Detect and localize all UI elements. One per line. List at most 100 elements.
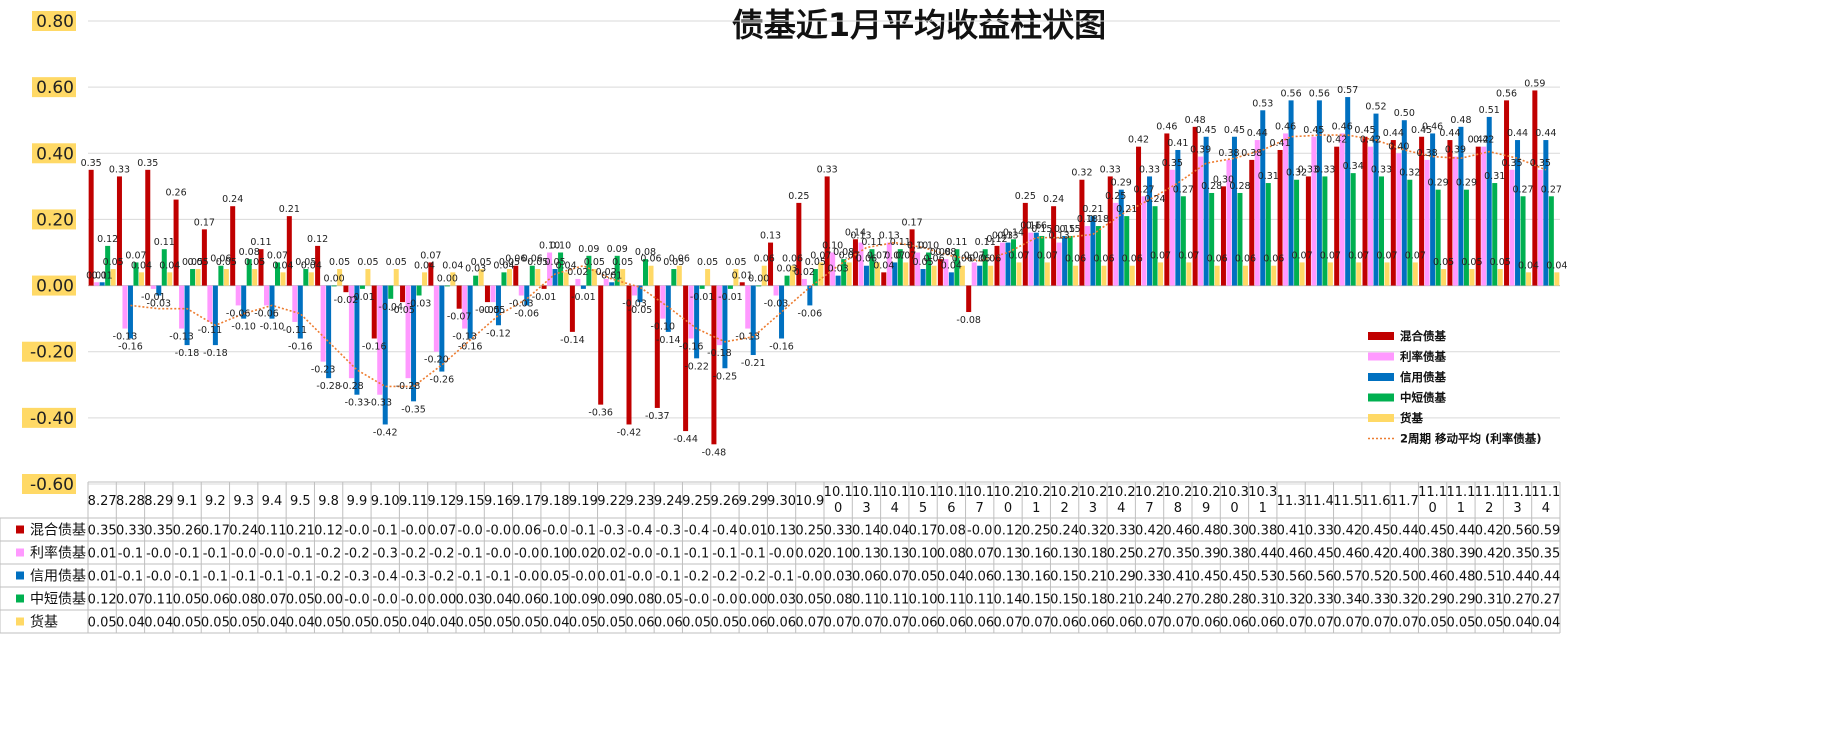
bar [727, 285, 733, 289]
data-label: -0.05 [390, 305, 415, 316]
data-label: 0.05 [697, 257, 718, 268]
data-label: 0.08 [930, 247, 951, 258]
data-label: 0.11 [154, 237, 175, 248]
bar [699, 285, 705, 289]
x-tick-label: 11.4 [1305, 494, 1334, 509]
data-label: 0.05 [1490, 257, 1511, 268]
table-cell: 0.10 [541, 593, 570, 608]
legend-swatch [1368, 373, 1394, 381]
data-label: 0.42 [1468, 135, 1489, 146]
table-cell: 0.11 [852, 593, 881, 608]
data-label: 0.17 [194, 217, 215, 228]
bar [1203, 136, 1209, 286]
data-label: 0.26 [165, 188, 186, 199]
y-tick: -0.40 [22, 407, 76, 429]
table-cell: 0.46 [1163, 524, 1192, 539]
data-label: 0.59 [1524, 78, 1545, 89]
legend-item: 中短债基 [1368, 391, 1446, 405]
table-cell: -0.0 [542, 524, 567, 539]
table-cell: -0.4 [712, 524, 737, 539]
data-label: -0.16 [769, 341, 794, 352]
bar [671, 269, 677, 286]
table-cell: 0.02 [569, 547, 598, 562]
data-label: 0.07 [1348, 250, 1369, 261]
data-label: -0.03 [509, 298, 534, 309]
data-label: -0.12 [486, 328, 511, 339]
bar [1220, 186, 1226, 286]
y-tick-highlight [32, 11, 76, 31]
table-cell: -0.0 [571, 570, 596, 585]
data-label: -0.16 [458, 341, 483, 352]
bar [1520, 196, 1526, 286]
bar [552, 269, 558, 286]
table-cell: 0.05 [229, 616, 258, 631]
data-label: -0.01 [718, 292, 743, 303]
bar [818, 262, 824, 286]
bar [145, 169, 151, 286]
data-label: -0.13 [113, 332, 138, 343]
data-label: 0.04 [301, 260, 322, 271]
bar [484, 285, 490, 303]
bar [1316, 100, 1322, 286]
x-tick-label: 9.16 [484, 494, 513, 509]
x-tick-label: 9.2 [205, 494, 226, 509]
y-axis: 0.80 0.60 0.40 0.20 0.00 -0.20 -0.40 -0.60 [22, 11, 76, 495]
bar [518, 285, 524, 296]
bar [331, 285, 337, 287]
table-cell: 0.07 [795, 616, 824, 631]
table-cell: -0.1 [203, 547, 228, 562]
data-label: 0.25 [1015, 191, 1036, 202]
table-cell: 0.01 [88, 570, 117, 585]
bar [308, 272, 314, 286]
table-cell: 0.04 [399, 616, 428, 631]
table-cell: -0.1 [118, 547, 143, 562]
table-cell: 0.04 [484, 593, 513, 608]
data-label: -0.06 [514, 308, 539, 319]
table-cell: 0.27 [1503, 593, 1532, 608]
legend-swatch [1368, 352, 1394, 361]
table-cell: 0.12 [994, 524, 1023, 539]
data-label: -0.18 [203, 348, 228, 359]
table-cell: 0.05 [88, 616, 117, 631]
data-label: 0.05 [527, 257, 548, 268]
table-cell: 0.05 [1418, 616, 1447, 631]
data-label: 0.05 [805, 257, 826, 268]
data-label: -0.28 [316, 381, 341, 392]
bar [580, 285, 586, 289]
data-label: 0.44 [1535, 128, 1556, 139]
data-label: 0.33 [1100, 164, 1121, 175]
data-label: 0.32 [1286, 168, 1307, 179]
table-cell: 0.06 [965, 616, 994, 631]
table-cell: -0.0 [401, 593, 426, 608]
table-row: 货基 0.05 0.04 0.04 0.05 0.05 0.05 0.04 0.04 0.05 0.… [16, 614, 1560, 631]
data-label: 0.32 [1071, 168, 1092, 179]
data-label: 0.29 [1111, 178, 1132, 189]
data-label: 0.46 [1422, 121, 1443, 132]
x-tick-label: 10.1 0 [824, 485, 853, 516]
table-cell: 0.33 [1107, 524, 1136, 539]
bar [1209, 192, 1215, 286]
data-label: 0.05 [544, 257, 565, 268]
data-label: 0.44 [1247, 128, 1268, 139]
bar [948, 272, 954, 286]
y-tick-label: -0.20 [30, 343, 74, 363]
table-cell: 0.45 [1362, 524, 1391, 539]
table-cell: 0.09 [569, 593, 598, 608]
table-cell: 0.45 [1192, 570, 1221, 585]
bar [1390, 140, 1396, 286]
data-label: -0.16 [288, 341, 313, 352]
bar [1463, 189, 1469, 286]
data-label: 0.38 [1417, 148, 1438, 159]
bar [1537, 169, 1543, 286]
bar [591, 269, 597, 286]
bar [467, 285, 473, 339]
bar [1028, 232, 1034, 286]
table-cell: 0.28 [1192, 593, 1221, 608]
table-cell: -0.2 [741, 570, 766, 585]
table-cell: 0.45 [1220, 570, 1249, 585]
bar [1192, 126, 1198, 286]
data-label: 0.10 [539, 241, 560, 252]
bar [365, 269, 371, 286]
table-cell: 0.01 [597, 570, 626, 585]
table-cell: 0.44 [1531, 570, 1560, 585]
